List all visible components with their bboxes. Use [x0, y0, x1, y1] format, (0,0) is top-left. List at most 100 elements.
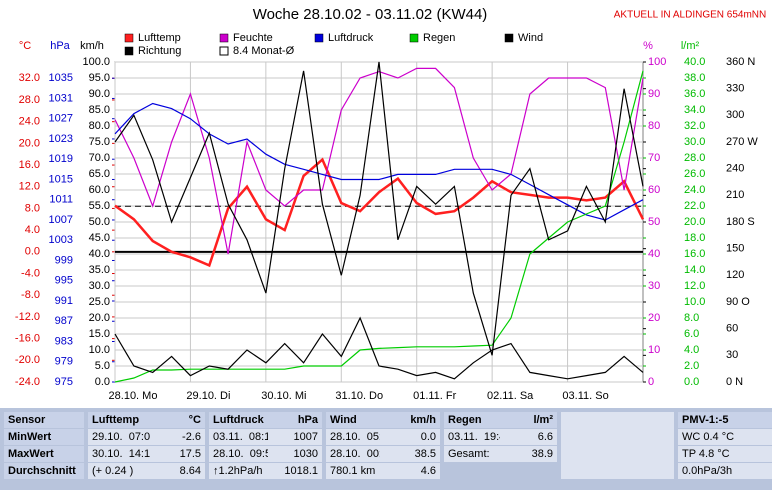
y-tick-label: 28.0 [19, 94, 40, 106]
y-tick-label: 20.0 [684, 216, 705, 228]
chart: Woche 28.10.02 - 03.11.02 (KW44) AKTUELL… [15, 6, 766, 402]
table-header: °C [150, 412, 205, 428]
y-tick-label: 999 [55, 254, 73, 266]
y-tick-label: 10 [648, 344, 660, 356]
y-tick-label: 4.0 [684, 344, 699, 356]
series-line [114, 316, 644, 380]
y-tick-label: 80.0 [89, 120, 110, 132]
y-tick-label: 979 [55, 356, 73, 368]
y-tick-label: 12.0 [684, 280, 705, 292]
table-header: km/h [380, 412, 440, 428]
y-tick-label: 6.0 [684, 328, 699, 340]
y-tick-label: 4.0 [25, 224, 40, 236]
x-tick-label: 28.10. Mo [109, 390, 158, 402]
series-line [114, 67, 644, 255]
legend-label: Regen [423, 32, 455, 44]
table-cell: 28.10. 05:04 [326, 429, 380, 445]
table-cell: 0.0hPa/3h [678, 463, 772, 479]
y-tick-label: 360 N [726, 56, 755, 68]
table-cell: -2.6 [150, 429, 205, 445]
table-header: PMV-1:-5 [678, 412, 772, 428]
y-tick-label: 0 [648, 376, 654, 388]
y-tick-label: 12.0 [19, 181, 40, 193]
y-tick-label: 14.0 [684, 264, 705, 276]
y-tick-label: 10.0 [684, 296, 705, 308]
y-tick-label: 60 [648, 184, 660, 196]
y-tick-label: 28.0 [684, 152, 705, 164]
y-tick-label: 50 [648, 216, 660, 228]
table-cell: 38.5 [380, 446, 440, 462]
y-tick-label: -12.0 [15, 311, 40, 323]
table-header: hPa [268, 412, 322, 428]
stats-table: Sensor Lufttemp °C Luftdruck hPa Wind km/h Rege… [0, 408, 772, 490]
legend-label: Luftdruck [328, 32, 374, 44]
legend-swatch [219, 46, 229, 56]
table-header: Luftdruck [209, 412, 268, 428]
y-tick-label: 1007 [49, 214, 73, 226]
axis-title: km/h [80, 40, 104, 52]
table-header: Wind [326, 412, 380, 428]
axis-title: l/m² [681, 40, 700, 52]
table-cell: MinWert [4, 429, 84, 445]
y-tick-label: 987 [55, 315, 73, 327]
table-cell: 38.9 [500, 446, 557, 462]
y-tick-label: 45.0 [89, 232, 110, 244]
y-tick-label: 150 [726, 243, 744, 255]
y-tick-label: 1015 [49, 173, 73, 185]
x-tick-label: 29.10. Di [186, 390, 230, 402]
y-tick-label: 120 [726, 269, 744, 281]
table-cell: Durchschnitt [4, 463, 84, 479]
table-cell: 03.11. 19:41 [444, 429, 500, 445]
y-tick-label: 35.0 [89, 264, 110, 276]
y-tick-label: 995 [55, 275, 73, 287]
y-tick-label: 90 [648, 88, 660, 100]
table-cell: 8.64 [150, 463, 205, 479]
y-tick-label: 991 [55, 295, 73, 307]
y-tick-label: 5.0 [95, 360, 110, 372]
y-tick-label: 1023 [49, 133, 73, 145]
y-tick-label: 210 [726, 189, 744, 201]
y-tick-label: 1019 [49, 153, 73, 165]
legend-label: Feuchte [233, 32, 273, 44]
y-tick-label: 180 S [726, 216, 755, 228]
legend-label: Richtung [138, 45, 181, 57]
y-tick-label: 32.0 [19, 72, 40, 84]
table-cell: (+ 0.24 ) [88, 463, 150, 479]
y-tick-label: 30.0 [684, 136, 705, 148]
y-tick-label: 1027 [49, 113, 73, 125]
y-tick-label: 30 [648, 280, 660, 292]
y-tick-label: 2.0 [684, 360, 699, 372]
axis-title: hPa [50, 40, 70, 52]
y-tick-label: 100 [648, 56, 666, 68]
table-header: Sensor [4, 412, 84, 428]
y-tick-label: 30.0 [89, 280, 110, 292]
legend-swatch [124, 46, 134, 56]
y-tick-label: 240 [726, 163, 744, 175]
y-tick-label: -8.0 [21, 289, 40, 301]
y-tick-label: 0.0 [25, 246, 40, 258]
y-tick-label: 16.0 [684, 248, 705, 260]
y-tick-label: 85.0 [89, 104, 110, 116]
table-blank [561, 412, 674, 479]
y-tick-label: 1011 [49, 194, 73, 206]
axis-title: % [643, 40, 653, 52]
table-cell: 6.6 [500, 429, 557, 445]
y-tick-label: 50.0 [89, 216, 110, 228]
y-tick-label: 60 [726, 323, 738, 335]
legend-label: Wind [518, 32, 543, 44]
y-tick-label: 300 [726, 109, 744, 121]
y-tick-label: 983 [55, 335, 73, 347]
table-cell: 780.1 km [326, 463, 380, 479]
legend-label: Lufttemp [138, 32, 181, 44]
legend-swatch [219, 33, 229, 43]
y-tick-label: 1003 [49, 234, 73, 246]
table-header: Lufttemp [88, 412, 150, 428]
y-tick-label: 70 [648, 152, 660, 164]
y-tick-label: 975 [55, 376, 73, 388]
y-tick-label: 16.0 [19, 159, 40, 171]
y-tick-label: 34.0 [684, 104, 705, 116]
y-tick-label: 20.0 [89, 312, 110, 324]
y-tick-label: 40.0 [89, 248, 110, 260]
y-tick-label: 15.0 [89, 328, 110, 340]
